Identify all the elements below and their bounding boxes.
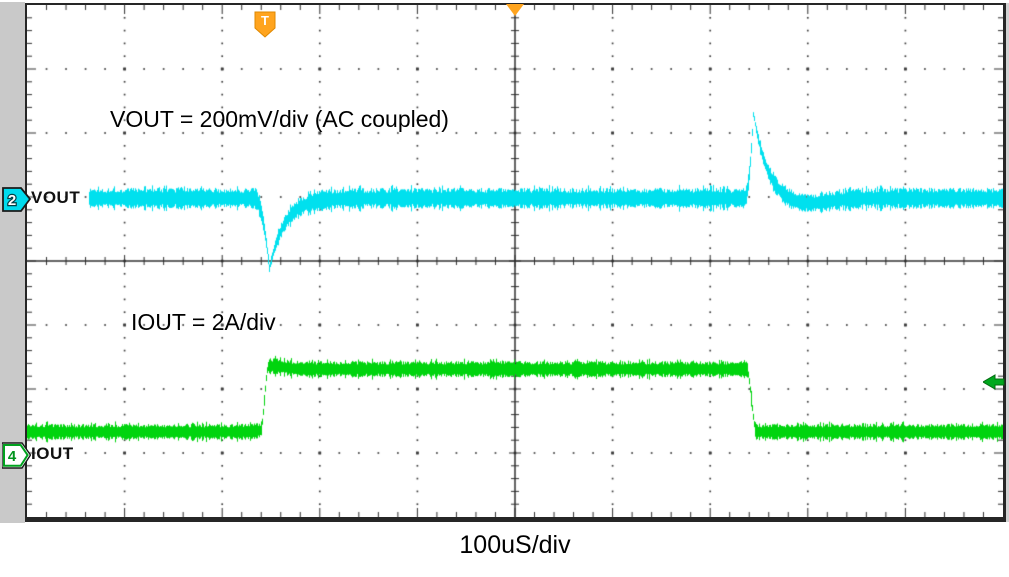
waveform-display-canvas [27, 5, 1003, 517]
channel-4-number: 4 [8, 448, 17, 465]
channel-2-name-label: VOUT [31, 188, 81, 207]
vout-scale-annotation: VOUT = 200mV/div (AC coupled) [110, 106, 449, 132]
iout-scale-annotation: IOUT = 2A/div [131, 309, 276, 335]
channel-2-marker[interactable]: 2 [2, 186, 31, 213]
channel-4-name-label: IOUT [31, 444, 74, 463]
timebase-label: 100uS/div [459, 531, 571, 559]
trigger-flag-symbol: T [261, 13, 269, 28]
trigger-level-arrow-icon[interactable] [983, 374, 1005, 390]
channel-4-marker[interactable]: 4 [2, 442, 31, 469]
right-gutter-strip [1006, 3, 1009, 522]
left-gutter-bar [0, 2, 25, 523]
trigger-event-flag[interactable]: T [254, 11, 276, 39]
trigger-position-marker[interactable] [506, 4, 524, 16]
channel-2-number: 2 [8, 192, 16, 209]
